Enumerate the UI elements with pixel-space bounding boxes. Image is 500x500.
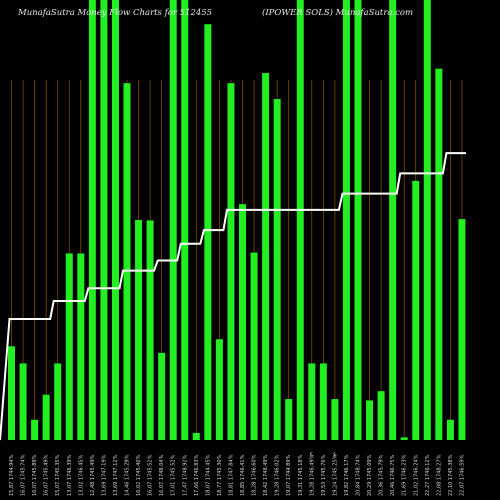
x-tick-label: 20,84 1748.74% bbox=[356, 454, 362, 496]
x-tick-label: 13,07 1746.39% bbox=[67, 454, 73, 496]
x-tick-label: 14,46 1745.29% bbox=[125, 454, 131, 496]
x-tick-label: 16,07 1745.89% bbox=[32, 454, 38, 496]
bar bbox=[54, 363, 62, 440]
bar bbox=[285, 399, 293, 440]
x-tick-label: 22,07 1746.59% bbox=[459, 454, 465, 496]
bar bbox=[31, 419, 39, 440]
marker-label: $ bbox=[333, 452, 336, 458]
bar bbox=[319, 363, 327, 440]
x-tick-label: 16,07 1748.04% bbox=[159, 454, 165, 496]
x-tick-label: 17,47 1748.92% bbox=[182, 454, 188, 496]
x-tick-label: 19,24 1745.25% bbox=[332, 454, 338, 496]
bar bbox=[308, 363, 316, 440]
bar bbox=[123, 83, 131, 440]
x-tick-label: 18,85 1746.41% bbox=[240, 454, 246, 496]
bar bbox=[423, 0, 431, 440]
chart-title: MunafaSutra Money Flow Charts for 512455 bbox=[18, 8, 213, 18]
bar bbox=[377, 391, 385, 440]
x-tick-label: 22,10 1745.38% bbox=[448, 454, 454, 496]
bar bbox=[169, 0, 177, 440]
bar bbox=[111, 0, 119, 440]
bar bbox=[100, 0, 108, 440]
bar bbox=[354, 0, 362, 440]
bar bbox=[65, 253, 73, 440]
x-tick-label: 19,28 1746.49% bbox=[309, 454, 315, 496]
bar bbox=[389, 0, 397, 440]
x-tick-label: 16,07 1745.49% bbox=[44, 454, 50, 496]
x-tick-label: 19,28 1746.02% bbox=[275, 454, 281, 496]
x-tick-label: 19,31 1745.18% bbox=[298, 454, 304, 496]
x-tick-label: 15,07 1745.35% bbox=[55, 454, 61, 496]
bar bbox=[331, 399, 339, 440]
x-tick-label: 13,69 1747.12% bbox=[113, 454, 119, 496]
bar bbox=[135, 220, 143, 440]
bar bbox=[400, 437, 408, 440]
x-tick-label: 16,07 1745.74% bbox=[21, 454, 27, 496]
x-tick-label: 22,08 1748.27% bbox=[436, 454, 442, 496]
x-tick-label: 13,02 1746.45% bbox=[78, 454, 84, 496]
x-tick-label: 18,77 1745.30% bbox=[217, 454, 223, 496]
markers: € $ bbox=[310, 452, 336, 458]
bar bbox=[181, 0, 189, 440]
x-tick-label: 20,46 1746.75% bbox=[390, 454, 396, 496]
x-tick-label: 21,02 1746.24% bbox=[413, 454, 419, 496]
x-tick-label: 21,69 1746.23% bbox=[402, 454, 408, 496]
bar bbox=[458, 219, 466, 440]
x-tick-label: 18,42 1748.49% bbox=[263, 454, 269, 496]
bar bbox=[239, 204, 246, 440]
bar bbox=[146, 220, 154, 440]
x-tick-label: 19,82 1746.17% bbox=[344, 454, 350, 496]
x-tick-label: 19,07 1744.89% bbox=[286, 454, 292, 496]
x-tick-label: 13,69 1747.19% bbox=[101, 454, 107, 496]
bar bbox=[446, 419, 454, 440]
bar bbox=[262, 73, 270, 440]
bar bbox=[204, 24, 212, 440]
money-flow-line bbox=[0, 152, 466, 441]
x-tick-label: 12,48 1745.49% bbox=[90, 454, 96, 496]
bar bbox=[250, 252, 258, 440]
bar bbox=[215, 339, 223, 440]
x-tick-label: 15,87 1744.94% bbox=[9, 454, 15, 496]
bar bbox=[342, 0, 350, 440]
x-tick-label: 20,36 1745.79% bbox=[379, 454, 385, 496]
bar bbox=[88, 0, 96, 440]
x-tick-label: 18,81 1747.84% bbox=[228, 454, 234, 496]
marker-label: € bbox=[310, 452, 313, 458]
x-tick-labels: 15,87 1744.94% 16,07 1745.74% 16,07 1745.8… bbox=[9, 454, 465, 496]
chart-subtitle: (IPOWER SOLS) MunafaSutra.com bbox=[262, 8, 414, 18]
bar bbox=[296, 0, 304, 440]
bar bbox=[435, 68, 443, 440]
bar bbox=[8, 346, 15, 440]
bar bbox=[42, 394, 50, 440]
bar bbox=[366, 400, 374, 440]
bar bbox=[227, 83, 235, 440]
x-tick-label: 20,29 1745.09% bbox=[367, 454, 373, 496]
x-tick-label: 18,07 1744.45% bbox=[205, 454, 211, 496]
x-tick-label: 17,01 1745.52% bbox=[171, 454, 177, 496]
x-tick-label: 16,02 1745.40% bbox=[136, 454, 142, 496]
x-tick-label: 18,28 1746.60% bbox=[252, 454, 258, 496]
x-tick-label: 17,66 1746.83% bbox=[194, 454, 200, 496]
x-tick-label: 22,27 1746.12% bbox=[425, 454, 431, 496]
bar bbox=[273, 99, 281, 440]
bar bbox=[412, 180, 420, 440]
bar bbox=[19, 363, 27, 440]
bar-series bbox=[8, 0, 466, 440]
bar bbox=[192, 432, 200, 440]
bar bbox=[158, 352, 166, 440]
x-tick-label: 19,53 1745.76% bbox=[321, 454, 327, 496]
bar bbox=[77, 253, 85, 440]
x-tick-label: 16,07 1745.52% bbox=[148, 454, 154, 496]
